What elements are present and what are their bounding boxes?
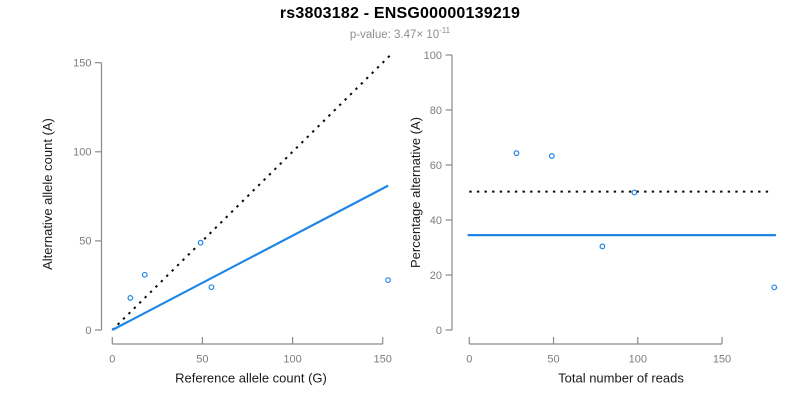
data-point (127, 295, 134, 301)
y-axis-tick-label: 100 (73, 147, 91, 159)
figure-title: rs3803182 - ENSG00000139219 (279, 5, 521, 22)
regression-line (111, 184, 389, 331)
x-axis-tick-label: 50 (547, 353, 559, 365)
right-y-axis-title: Percentage alternative (A) (408, 117, 423, 268)
left-plot: 0 50 100 150 0 50 100 150 Reference allele count… (40, 54, 392, 386)
data-point (385, 277, 392, 284)
x-axis-tick-label: 150 (374, 353, 392, 365)
data-point (548, 153, 555, 159)
x-axis-tick-label: 0 (109, 353, 115, 365)
x-axis-tick-label: 50 (196, 353, 208, 365)
y-axis-tick-label: 40 (430, 215, 442, 227)
data-point (631, 189, 638, 196)
data-point (141, 271, 148, 278)
identity-line (111, 54, 391, 331)
right-x-axis-title: Total number of reads (558, 371, 684, 386)
right-plot: 0 20 40 60 80 100 0 50 100 150 Total number of rea… (408, 50, 778, 386)
data-point (599, 243, 606, 250)
data-point (208, 284, 215, 291)
left-x-axis-title: Reference allele count (G) (175, 371, 327, 386)
y-axis-tick-label: 80 (430, 105, 442, 117)
x-axis-tick-label: 100 (283, 353, 301, 365)
p-value-exponent: -11 (439, 26, 451, 35)
y-axis-tick-label: 0 (436, 325, 442, 337)
p-value-prefix: p-value: (349, 29, 395, 41)
y-axis-tick-label: 150 (73, 58, 91, 70)
p-value-times-sign: × (416, 29, 424, 41)
y-axis-tick-label: 20 (430, 270, 442, 282)
y-axis-tick-label: 50 (79, 236, 91, 248)
p-value-mantissa: 3.47 (394, 29, 417, 41)
data-point (197, 239, 204, 246)
y-axis-tick-label: 60 (430, 160, 442, 172)
p-value-subtitle: p-value: 3.47× 10-11 (0, 26, 800, 41)
x-axis-tick-label: 150 (713, 353, 731, 365)
x-axis-tick-label: 0 (466, 353, 472, 365)
p-value-base: 10 (426, 29, 440, 41)
data-point (513, 150, 520, 157)
left-y-axis-title: Alternative allele count (A) (40, 118, 55, 270)
y-axis-tick-label: 0 (85, 325, 91, 337)
data-point (771, 284, 778, 291)
y-axis-tick-label: 100 (424, 50, 442, 62)
x-axis-tick-label: 100 (629, 353, 647, 365)
